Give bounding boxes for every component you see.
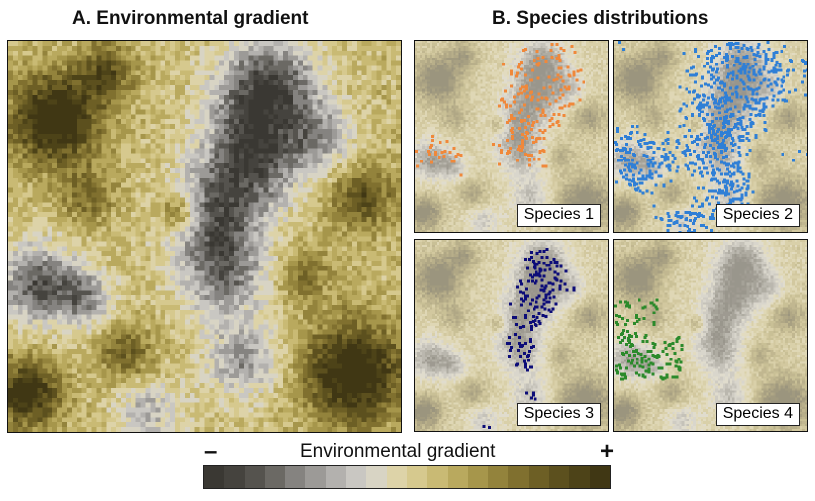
species-2-label: Species 2: [715, 204, 800, 227]
colorbar-swatch: [508, 466, 529, 488]
panel-a-title: A. Environmental gradient: [72, 8, 309, 29]
colorbar-swatch: [467, 466, 489, 488]
colorbar-swatch: [244, 466, 265, 488]
colorbar-swatch: [224, 466, 245, 488]
colorbar-swatch: [285, 466, 306, 488]
colorbar-swatch: [366, 466, 387, 488]
species-4-map: Species 4: [613, 239, 808, 432]
environmental-gradient-colorbar: [203, 465, 611, 489]
colorbar-swatch: [406, 466, 428, 488]
species-1-label: Species 1: [516, 204, 601, 227]
colorbar-minus-sign: –: [204, 438, 218, 465]
colorbar-swatch: [528, 466, 550, 488]
colorbar-swatch: [427, 466, 448, 488]
colorbar-swatch: [447, 466, 468, 488]
species-3-map: Species 3: [414, 239, 609, 432]
colorbar-swatch: [488, 466, 509, 488]
colorbar-swatch: [305, 466, 326, 488]
species-4-label: Species 4: [715, 403, 800, 426]
environmental-gradient-map: [7, 40, 402, 433]
colorbar-swatch: [264, 466, 286, 488]
colorbar-title: Environmental gradient: [300, 441, 496, 462]
colorbar-swatch: [569, 466, 590, 488]
colorbar-swatch: [589, 466, 610, 488]
colorbar-swatch: [549, 466, 570, 488]
colorbar-plus-sign: +: [600, 438, 615, 465]
colorbar-swatch: [346, 466, 367, 488]
species-3-label: Species 3: [516, 403, 601, 426]
colorbar-swatch: [386, 466, 407, 488]
species-1-map: Species 1: [414, 40, 609, 233]
species-2-map: Species 2: [613, 40, 808, 233]
colorbar-swatch: [204, 466, 225, 488]
colorbar-swatch: [325, 466, 347, 488]
panel-b-title: B. Species distributions: [492, 8, 709, 29]
